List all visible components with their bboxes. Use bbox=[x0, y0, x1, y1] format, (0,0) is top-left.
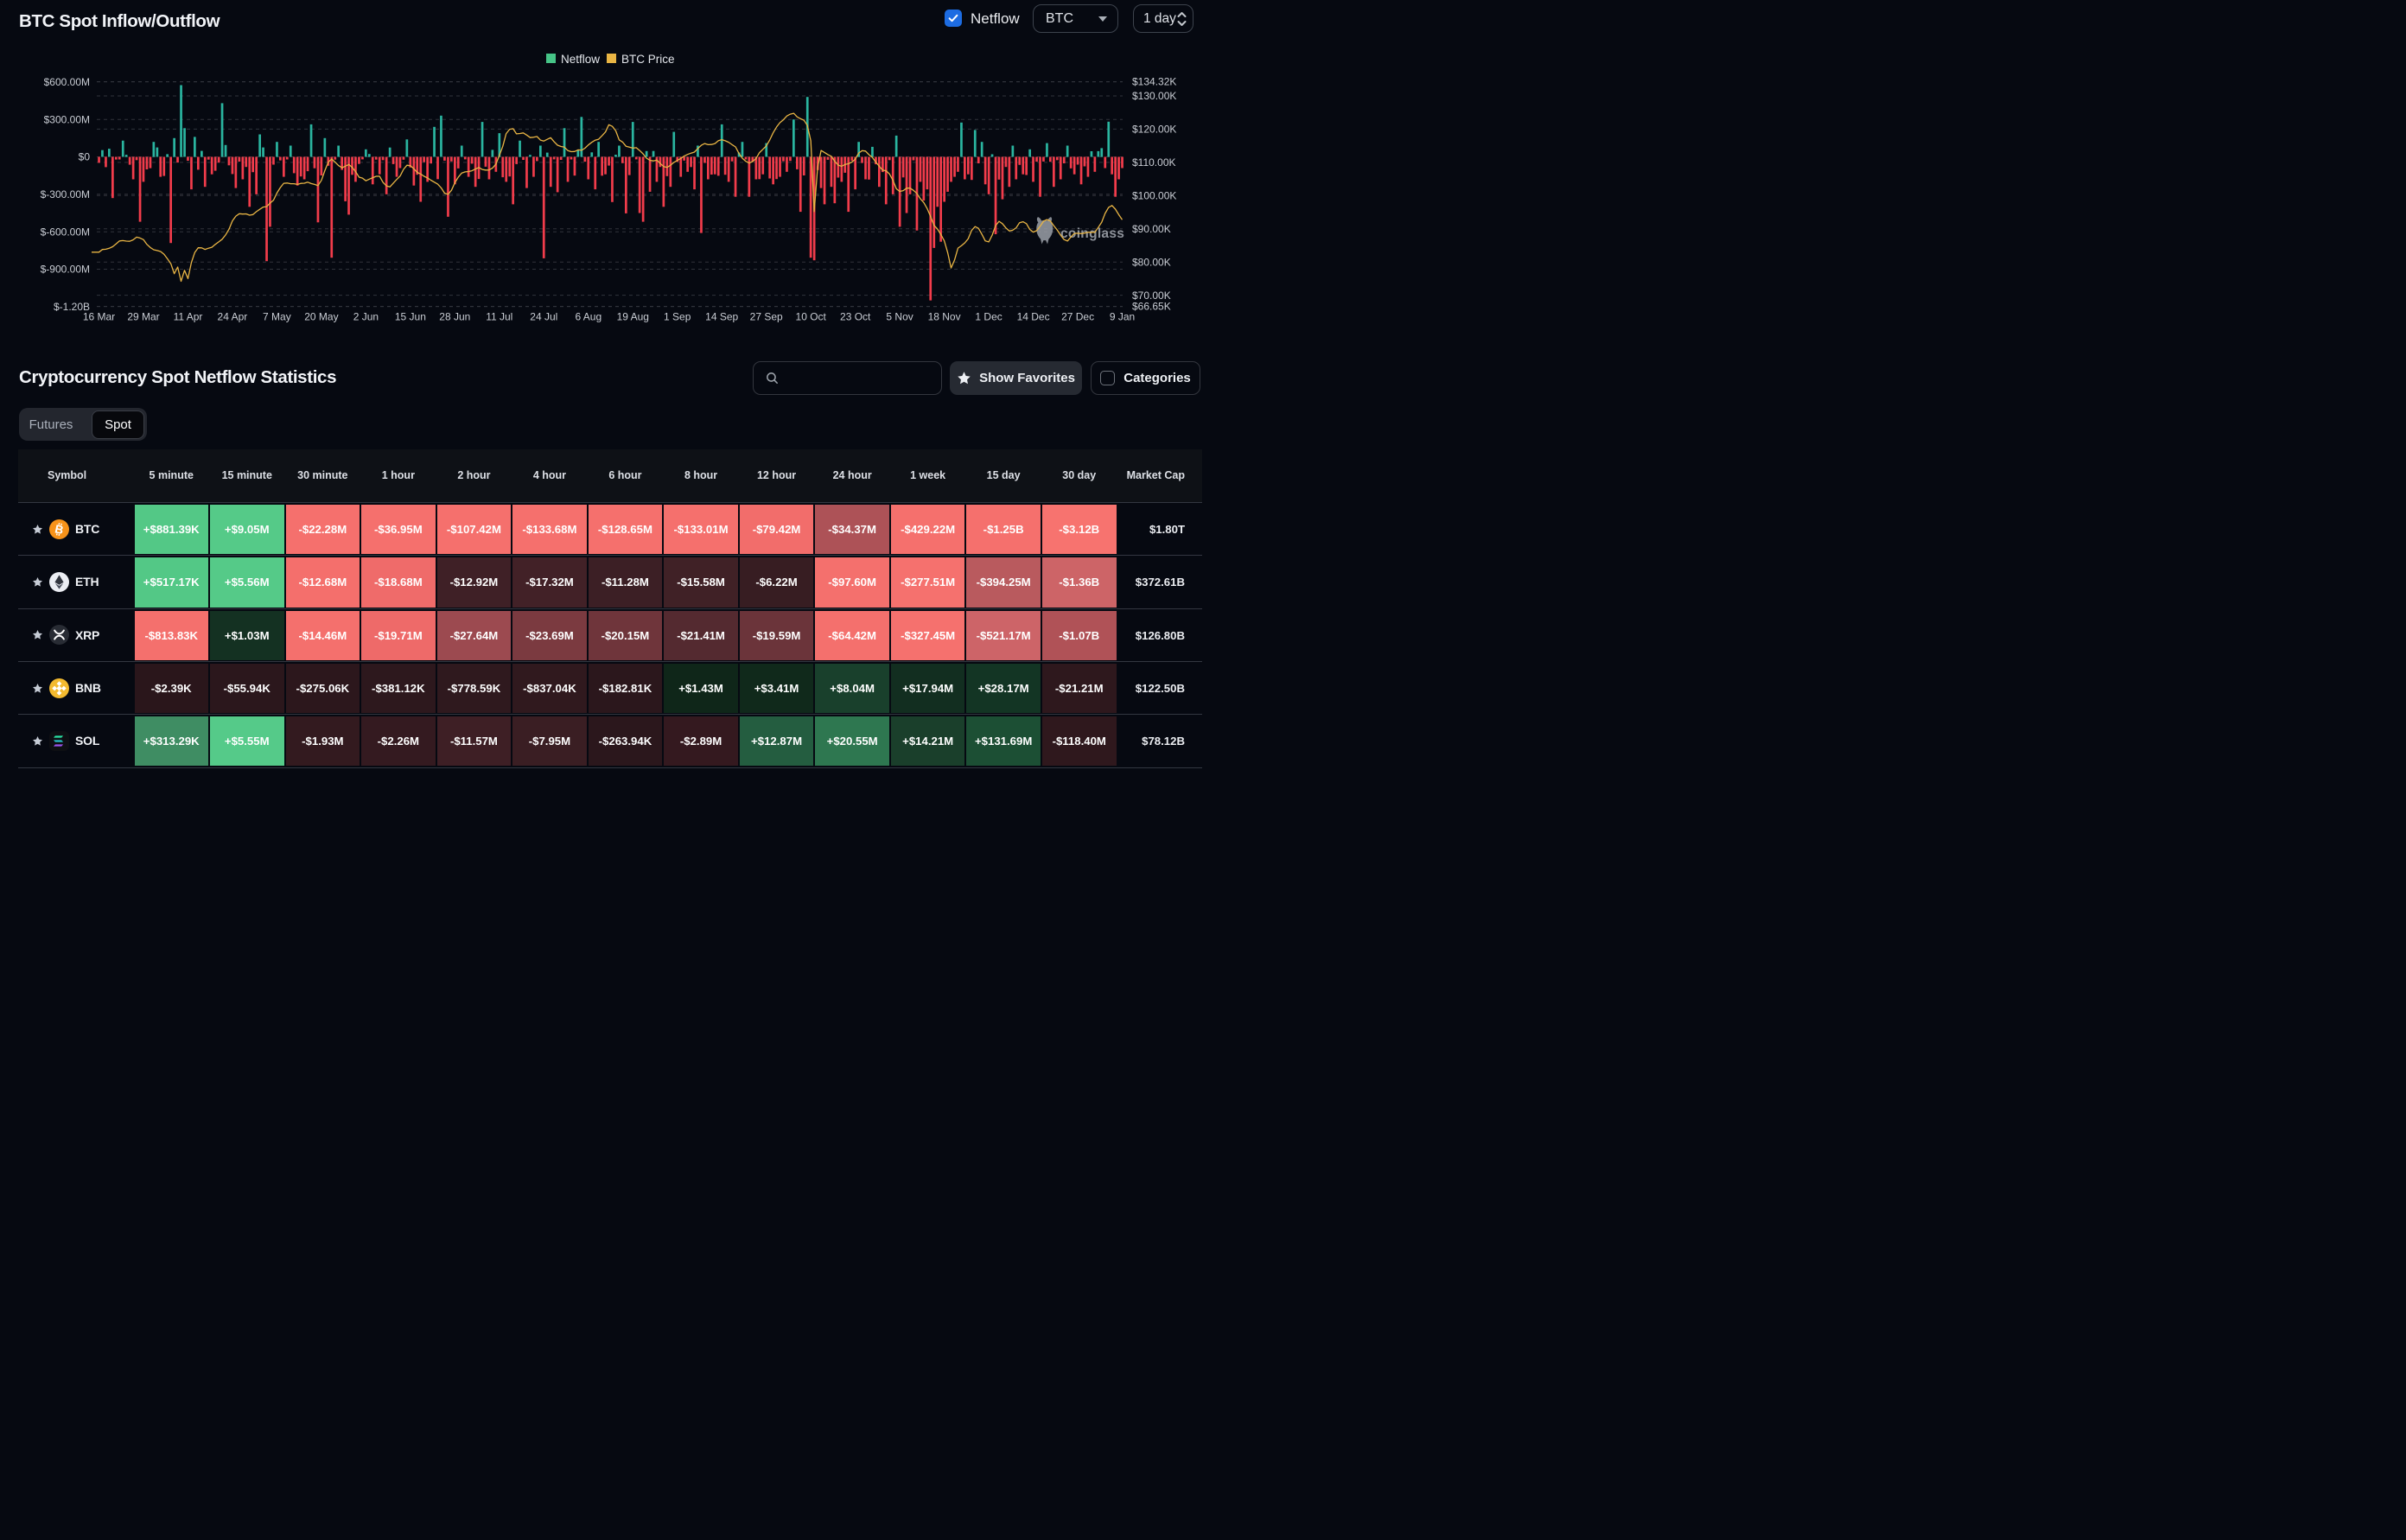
svg-text:1 Sep: 1 Sep bbox=[664, 311, 691, 323]
svg-text:$120.00K: $120.00K bbox=[1132, 124, 1176, 136]
svg-text:$600.00M: $600.00M bbox=[44, 76, 90, 88]
svg-text:27 Sep: 27 Sep bbox=[750, 311, 783, 323]
svg-text:24 Apr: 24 Apr bbox=[218, 311, 248, 323]
svg-text:23 Oct: 23 Oct bbox=[840, 311, 871, 323]
svg-text:15 Jun: 15 Jun bbox=[395, 311, 426, 323]
svg-text:$-600.00M: $-600.00M bbox=[41, 226, 90, 238]
svg-text:11 Jul: 11 Jul bbox=[486, 311, 512, 323]
svg-text:$80.00K: $80.00K bbox=[1132, 256, 1171, 268]
svg-text:29 Mar: 29 Mar bbox=[127, 311, 159, 323]
svg-text:$134.32K: $134.32K bbox=[1132, 76, 1176, 88]
svg-text:14 Dec: 14 Dec bbox=[1017, 311, 1050, 323]
svg-text:5 Nov: 5 Nov bbox=[886, 311, 913, 323]
svg-text:$70.00K: $70.00K bbox=[1132, 290, 1171, 302]
svg-text:10 Oct: 10 Oct bbox=[796, 311, 827, 323]
svg-text:BTC Price: BTC Price bbox=[621, 53, 675, 66]
svg-text:B: B bbox=[54, 522, 65, 537]
svg-text:$100.00K: $100.00K bbox=[1132, 190, 1176, 202]
svg-text:$-300.00M: $-300.00M bbox=[41, 188, 90, 200]
svg-text:2 Jun: 2 Jun bbox=[353, 311, 379, 323]
svg-text:$90.00K: $90.00K bbox=[1132, 223, 1171, 235]
svg-text:1 Dec: 1 Dec bbox=[975, 311, 1002, 323]
svg-text:14 Sep: 14 Sep bbox=[705, 311, 738, 323]
svg-text:$0: $0 bbox=[79, 151, 91, 163]
svg-text:$-900.00M: $-900.00M bbox=[41, 264, 90, 276]
svg-text:9 Jan: 9 Jan bbox=[1110, 311, 1135, 323]
svg-text:16 Mar: 16 Mar bbox=[83, 311, 115, 323]
svg-text:27 Dec: 27 Dec bbox=[1061, 311, 1094, 323]
svg-text:11 Apr: 11 Apr bbox=[174, 311, 203, 323]
svg-text:19 Aug: 19 Aug bbox=[617, 311, 649, 323]
svg-text:$130.00K: $130.00K bbox=[1132, 90, 1176, 102]
svg-text:coinglass: coinglass bbox=[1060, 226, 1124, 241]
svg-text:6 Aug: 6 Aug bbox=[575, 311, 602, 323]
svg-text:18 Nov: 18 Nov bbox=[928, 311, 961, 323]
svg-text:20 May: 20 May bbox=[304, 311, 338, 323]
svg-text:Netflow: Netflow bbox=[561, 53, 600, 66]
svg-text:7 May: 7 May bbox=[263, 311, 291, 323]
svg-text:$-1.20B: $-1.20B bbox=[54, 301, 90, 313]
svg-text:$300.00M: $300.00M bbox=[44, 113, 90, 125]
svg-text:28 Jun: 28 Jun bbox=[439, 311, 470, 323]
svg-text:$110.00K: $110.00K bbox=[1132, 156, 1176, 169]
svg-text:$66.65K: $66.65K bbox=[1132, 301, 1171, 313]
svg-text:24 Jul: 24 Jul bbox=[530, 311, 557, 323]
